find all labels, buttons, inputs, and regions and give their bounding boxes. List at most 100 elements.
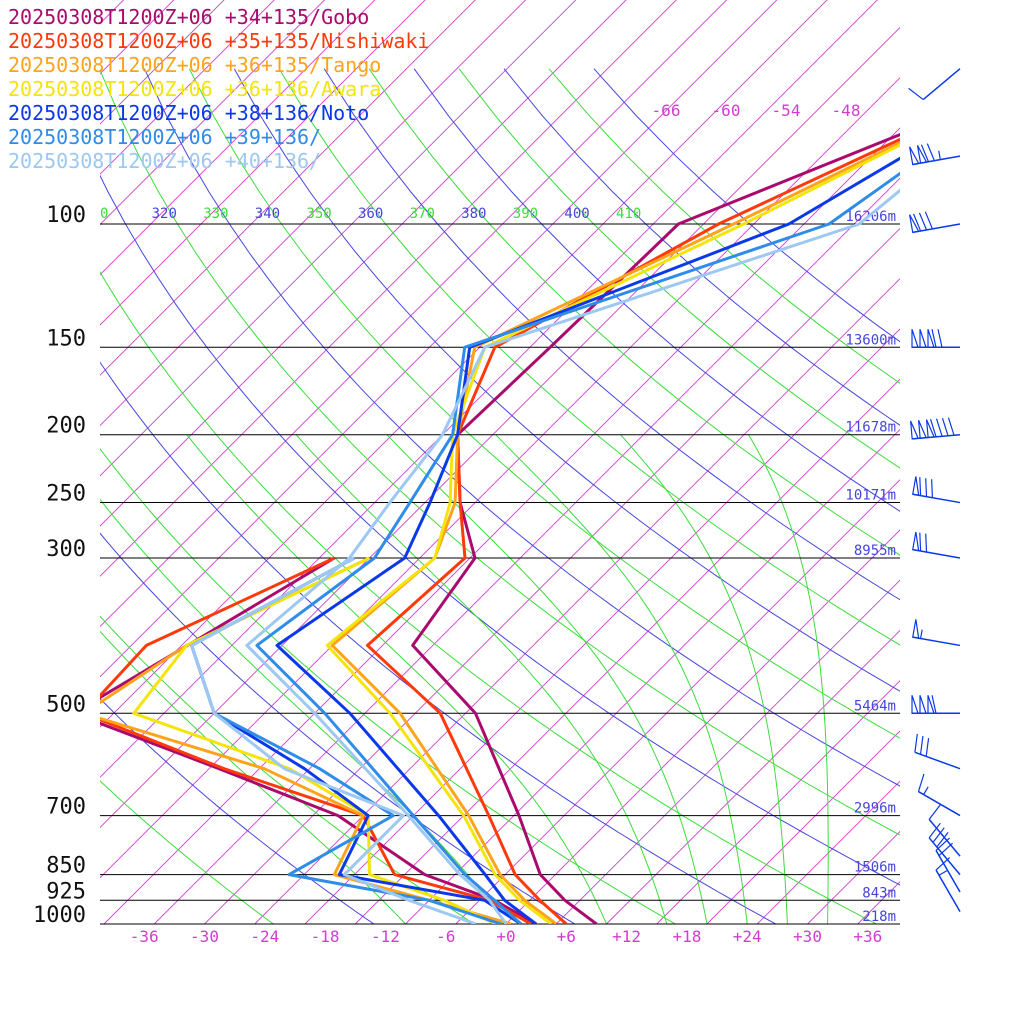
theta-label: 360 — [358, 206, 383, 222]
dry-adiabat — [413, 68, 900, 512]
dry-adiabat — [100, 448, 676, 924]
isotherm — [706, 730, 900, 924]
theta-label: 320 — [152, 206, 177, 222]
wind-barb — [912, 619, 961, 647]
upper-temp-label: -54 — [772, 101, 801, 120]
series-1-dew-line — [100, 556, 532, 924]
dry-adiabat — [233, 68, 900, 692]
moist-adiabat — [748, 434, 829, 924]
height-label: 2996m — [854, 801, 896, 817]
pressure-label: 100 — [46, 203, 86, 228]
theta-label: 410 — [616, 206, 641, 222]
wind-barb — [928, 822, 961, 876]
isotherm — [354, 378, 900, 924]
isotherm — [100, 0, 326, 226]
height-label: 5464m — [854, 698, 896, 714]
isotherm — [100, 0, 677, 577]
x-tick-label: +12 — [612, 927, 641, 946]
x-tick-label: +24 — [733, 927, 762, 946]
isotherm — [455, 479, 900, 924]
isotherm — [103, 127, 900, 924]
height-label: 1506m — [854, 860, 896, 876]
isotherm — [656, 680, 900, 924]
height-label: 8955m — [854, 543, 896, 559]
x-tick-label: -24 — [250, 927, 279, 946]
theta-label: 390 — [513, 206, 538, 222]
dry-adiabat — [458, 68, 900, 469]
isotherm — [204, 227, 900, 924]
isotherm — [908, 0, 1024, 924]
wind-barb — [911, 329, 960, 349]
x-tick-label: +36 — [853, 927, 882, 946]
series-6-dew-line — [190, 556, 477, 924]
dry-adiabat — [100, 270, 877, 924]
isotherm — [254, 278, 900, 924]
dry-adiabat — [100, 68, 900, 836]
legend-entry: 20250308T1200Z+06 +35+135/Nishiwaki — [8, 29, 429, 53]
isotherm — [100, 0, 225, 125]
isotherm — [100, 0, 778, 678]
upper-temp-label: -60 — [712, 101, 741, 120]
isotherm — [1009, 0, 1024, 924]
wind-barbs — [908, 68, 961, 912]
isotherms — [100, 0, 1024, 924]
moist-adiabats — [100, 434, 829, 924]
moist-adiabat — [295, 434, 668, 924]
isotherm — [958, 0, 1024, 924]
isotherm — [100, 0, 527, 427]
x-tick-label: -36 — [130, 927, 159, 946]
isotherm — [100, 26, 900, 829]
height-label: 13600m — [845, 332, 896, 348]
isotherm — [857, 881, 900, 924]
pressure-label: 850 — [46, 854, 86, 879]
wind-barb — [908, 68, 961, 101]
dry-adiabats — [100, 68, 900, 924]
isotherm — [304, 328, 900, 924]
isotherm — [100, 0, 376, 276]
dry-adiabat — [323, 68, 900, 601]
theta-label: 370 — [410, 206, 435, 222]
height-label: 10171m — [845, 488, 896, 504]
pressure-label: 500 — [46, 692, 86, 717]
isotherm — [100, 0, 175, 75]
wind-barb — [935, 837, 961, 893]
theta-label: 400 — [564, 206, 589, 222]
x-tick-label: +30 — [793, 927, 822, 946]
dry-adiabat — [100, 780, 274, 924]
isotherm — [100, 0, 577, 477]
upper-temp-labels: -66 -60 -54 -48 — [652, 101, 861, 120]
isotherm — [153, 177, 900, 924]
isotherm — [405, 428, 900, 924]
wind-barb — [910, 417, 961, 440]
dry-adiabat — [100, 615, 475, 924]
series-6-temp-line — [245, 188, 900, 924]
wind-barb — [912, 476, 961, 504]
pressure-label: 700 — [46, 795, 86, 820]
legend-entry: 20250308T1200Z+06 +36+136/Awara — [8, 77, 381, 101]
x-tick-label: -30 — [190, 927, 219, 946]
legend-entry: 20250308T1200Z+06 +34+135/Gobo — [8, 5, 369, 29]
series-2-temp-line — [330, 141, 900, 924]
wind-barb — [917, 773, 961, 817]
isotherm — [100, 0, 275, 175]
isotherm — [100, 0, 878, 778]
dry-adiabat — [368, 68, 900, 556]
isotherm — [555, 579, 900, 924]
theta-label: 340 — [255, 206, 280, 222]
x-tick-label: -18 — [311, 927, 340, 946]
wind-barb — [912, 531, 961, 559]
isotherm — [100, 0, 728, 628]
x-tick-label: -12 — [371, 927, 400, 946]
theta-label: 0 — [100, 206, 108, 222]
isotherm — [807, 830, 900, 924]
pressure-label: 150 — [46, 326, 86, 351]
legend-entry: 20250308T1200Z+06 +39+136/ — [8, 125, 321, 149]
dry-adiabat — [278, 68, 900, 646]
dry-adiabat — [100, 697, 375, 924]
height-label: 11678m — [845, 420, 896, 436]
x-tick-labels: -36 -30 -24 -18 -12 -6 +0 +6 +12 +18 +24 +30 +36 — [130, 927, 883, 946]
legend-entry: 20250308T1200Z+06 +36+135/Tango — [8, 53, 381, 77]
height-label: 16206m — [845, 209, 896, 225]
isotherm — [100, 77, 900, 879]
